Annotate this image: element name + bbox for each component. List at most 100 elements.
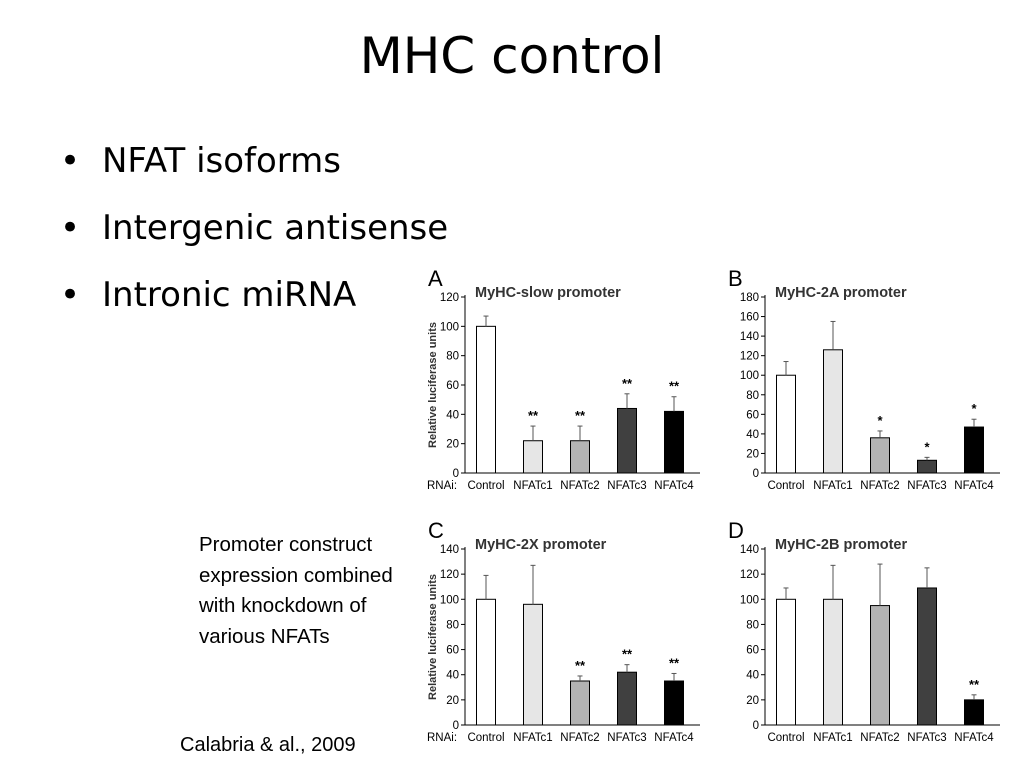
x-tick-label: NFATc3 bbox=[607, 732, 646, 744]
significance-marker: ** bbox=[575, 658, 586, 673]
y-tick-label: 0 bbox=[753, 720, 759, 732]
bullet-dot-icon: • bbox=[60, 141, 81, 181]
y-tick-label: 60 bbox=[446, 645, 459, 657]
y-tick-label: 40 bbox=[446, 670, 459, 682]
significance-marker: * bbox=[877, 413, 883, 428]
y-tick-label: 120 bbox=[440, 292, 459, 304]
x-tick-label: NFATc4 bbox=[954, 732, 994, 744]
x-tick-label: Control bbox=[767, 732, 804, 744]
significance-marker: ** bbox=[969, 677, 980, 692]
y-tick-label: 100 bbox=[740, 594, 759, 606]
y-tick-label: 40 bbox=[446, 409, 459, 421]
bullet-item: • Intergenic antisense bbox=[60, 205, 448, 272]
y-tick-label: 80 bbox=[446, 351, 459, 363]
chart-panel-d: D MyHC-2B promoter 0 20 40 60 80 100 120 140 Contr… bbox=[720, 512, 1020, 752]
bullet-dot-icon: • bbox=[60, 275, 81, 315]
y-tick-label: 80 bbox=[446, 619, 459, 631]
x-tick-label: NFATc1 bbox=[813, 732, 852, 744]
chart-title: MyHC-2X promoter bbox=[475, 537, 607, 553]
figure-caption: Promoter construct expression combined w… bbox=[199, 533, 393, 648]
y-tick-label: 140 bbox=[440, 544, 459, 556]
chart-title: MyHC-2B promoter bbox=[775, 537, 907, 553]
y-tick-label: 120 bbox=[740, 351, 759, 363]
y-tick-label: 20 bbox=[746, 448, 759, 460]
y-tick-label: 180 bbox=[740, 292, 759, 304]
y-tick-label: 100 bbox=[440, 594, 459, 606]
significance-marker: ** bbox=[669, 655, 680, 670]
y-tick-label: 20 bbox=[746, 695, 759, 707]
citation: Calabria & al., 2009 bbox=[180, 734, 356, 756]
x-tick-label: NFATc3 bbox=[907, 732, 946, 744]
bar-chart-myhc-2a: B MyHC-2A promoter 0 20 40 60 80 100 120 140 160 18… bbox=[728, 266, 1000, 492]
y-tick-label: 20 bbox=[446, 439, 459, 451]
y-tick-label: 80 bbox=[746, 390, 759, 402]
bar-nfatc2 bbox=[870, 605, 890, 726]
bar-control bbox=[476, 325, 496, 474]
bar-nfatc4 bbox=[664, 680, 684, 726]
bar-nfatc4 bbox=[964, 426, 984, 474]
bar-chart-myhc-2x: C MyHC-2X promoter 0 20 40 60 80 100 120 140 Relat… bbox=[427, 518, 700, 744]
y-tick-label: 120 bbox=[740, 569, 759, 581]
chart-panel-c: C MyHC-2X promoter 0 20 40 60 80 100 120 140 Relat… bbox=[420, 512, 720, 752]
y-tick-label: 60 bbox=[446, 380, 459, 392]
bar-nfatc1 bbox=[523, 603, 543, 726]
significance-marker: ** bbox=[669, 379, 680, 394]
bar-nfatc2 bbox=[870, 437, 890, 474]
bar-nfatc3 bbox=[617, 671, 637, 726]
x-tick-label: NFATc1 bbox=[513, 732, 552, 744]
x-tick-label: NFATc2 bbox=[560, 732, 599, 744]
panel-letter: A bbox=[428, 266, 443, 291]
y-tick-label: 60 bbox=[746, 645, 759, 657]
panel-letter: D bbox=[728, 518, 744, 543]
bullet-text: NFAT isoforms bbox=[102, 141, 342, 181]
bullet-item: • Intronic miRNA bbox=[60, 272, 448, 339]
x-tick-label: NFATc4 bbox=[654, 732, 694, 744]
panel-letter: C bbox=[428, 518, 444, 543]
bar-nfatc1 bbox=[523, 440, 543, 474]
y-tick-label: 0 bbox=[453, 468, 459, 480]
bar-control bbox=[776, 598, 796, 726]
y-tick-label: 100 bbox=[440, 321, 459, 333]
x-tick-label: NFATc3 bbox=[607, 480, 646, 492]
x-tick-label: NFATc3 bbox=[907, 480, 946, 492]
x-tick-label: NFATc1 bbox=[813, 480, 852, 492]
significance-marker: * bbox=[924, 439, 930, 454]
y-axis-label: Relative luciferase units bbox=[427, 574, 439, 700]
bar-chart-myhc-2b: D MyHC-2B promoter 0 20 40 60 80 100 120 140 Contr… bbox=[728, 518, 1000, 744]
x-axis-prefix: RNAi: bbox=[427, 732, 457, 744]
x-tick-label: NFATc4 bbox=[954, 480, 994, 492]
bullet-text: Intronic miRNA bbox=[102, 275, 357, 315]
bar-nfatc4 bbox=[964, 699, 984, 726]
x-tick-label: Control bbox=[467, 732, 504, 744]
chart-title: MyHC-2A promoter bbox=[775, 285, 907, 301]
panel-letter: B bbox=[728, 266, 743, 291]
x-tick-label: Control bbox=[767, 480, 804, 492]
y-tick-label: 120 bbox=[440, 569, 459, 581]
significance-marker: ** bbox=[528, 408, 539, 423]
x-tick-label: NFATc2 bbox=[560, 480, 599, 492]
significance-marker: ** bbox=[622, 376, 633, 391]
y-tick-label: 80 bbox=[746, 619, 759, 631]
y-tick-label: 0 bbox=[753, 468, 759, 480]
bar-nfatc1 bbox=[823, 598, 843, 726]
y-tick-label: 40 bbox=[746, 670, 759, 682]
x-tick-label: NFATc2 bbox=[860, 732, 899, 744]
bar-chart-myhc-slow: A MyHC-slow promoter 0 20 40 60 80 100 120 Relati… bbox=[427, 266, 700, 492]
bar-nfatc2 bbox=[570, 440, 590, 474]
y-tick-label: 140 bbox=[740, 331, 759, 343]
y-axis-label: Relative luciferase units bbox=[427, 322, 439, 448]
y-tick-label: 60 bbox=[746, 409, 759, 421]
y-tick-label: 20 bbox=[446, 695, 459, 707]
chart-panel-b: B MyHC-2A promoter 0 20 40 60 80 100 120 140 160 18… bbox=[720, 260, 1020, 500]
slide-title: MHC control bbox=[359, 27, 665, 85]
bar-nfatc2 bbox=[570, 680, 590, 726]
bullet-text: Intergenic antisense bbox=[102, 208, 449, 248]
significance-marker: * bbox=[971, 401, 977, 416]
bullet-dot-icon: • bbox=[60, 208, 81, 248]
chart-panel-a: A MyHC-slow promoter 0 20 40 60 80 100 120 Relati… bbox=[420, 260, 720, 500]
significance-marker: ** bbox=[575, 408, 586, 423]
x-tick-label: NFATc4 bbox=[654, 480, 694, 492]
y-tick-label: 0 bbox=[453, 720, 459, 732]
significance-marker: ** bbox=[622, 647, 633, 662]
x-axis-prefix: RNAi: bbox=[427, 480, 457, 492]
